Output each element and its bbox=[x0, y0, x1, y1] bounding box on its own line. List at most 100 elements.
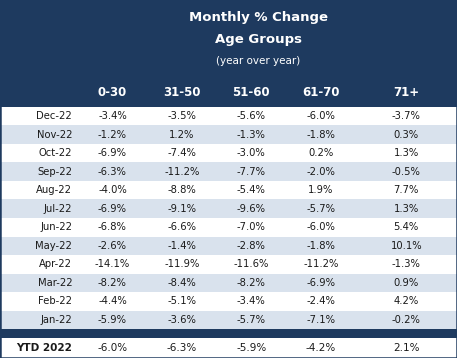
Bar bbox=[0, 162, 457, 181]
Text: -11.9%: -11.9% bbox=[164, 259, 200, 269]
Text: -5.9%: -5.9% bbox=[98, 315, 127, 325]
Text: -6.8%: -6.8% bbox=[98, 222, 127, 232]
Text: -1.2%: -1.2% bbox=[98, 130, 127, 140]
Text: -6.0%: -6.0% bbox=[97, 343, 128, 353]
Text: -4.0%: -4.0% bbox=[98, 185, 127, 195]
Text: -6.3%: -6.3% bbox=[167, 343, 197, 353]
Text: Apr-22: Apr-22 bbox=[39, 259, 72, 269]
Text: -5.6%: -5.6% bbox=[237, 111, 266, 121]
Text: -0.2%: -0.2% bbox=[392, 315, 421, 325]
Text: -7.1%: -7.1% bbox=[306, 315, 335, 325]
Text: Jun-22: Jun-22 bbox=[40, 222, 72, 232]
Text: Aug-22: Aug-22 bbox=[36, 185, 72, 195]
Text: 0.3%: 0.3% bbox=[394, 130, 419, 140]
Text: -3.4%: -3.4% bbox=[237, 296, 266, 306]
Text: -6.9%: -6.9% bbox=[98, 148, 127, 158]
Text: Nov-22: Nov-22 bbox=[37, 130, 72, 140]
Text: Feb-22: Feb-22 bbox=[38, 296, 72, 306]
Text: -3.5%: -3.5% bbox=[167, 111, 197, 121]
Text: 7.7%: 7.7% bbox=[393, 185, 419, 195]
Bar bbox=[0, 255, 457, 274]
Text: -8.4%: -8.4% bbox=[168, 278, 196, 288]
Text: -6.9%: -6.9% bbox=[98, 204, 127, 214]
Text: 1.2%: 1.2% bbox=[169, 130, 195, 140]
Text: -9.6%: -9.6% bbox=[237, 204, 266, 214]
Text: -7.0%: -7.0% bbox=[237, 222, 266, 232]
Text: -5.7%: -5.7% bbox=[237, 315, 266, 325]
Text: -3.6%: -3.6% bbox=[167, 315, 197, 325]
Text: Age Groups: Age Groups bbox=[215, 33, 302, 46]
Text: -2.8%: -2.8% bbox=[237, 241, 266, 251]
Text: 71+: 71+ bbox=[393, 86, 420, 99]
Bar bbox=[0, 274, 457, 292]
Bar bbox=[0, 237, 457, 255]
Text: -8.8%: -8.8% bbox=[168, 185, 196, 195]
Bar bbox=[0, 338, 457, 358]
Text: -3.4%: -3.4% bbox=[98, 111, 127, 121]
Text: -6.0%: -6.0% bbox=[306, 222, 335, 232]
Text: -6.0%: -6.0% bbox=[306, 111, 335, 121]
Text: -7.4%: -7.4% bbox=[167, 148, 197, 158]
Text: -1.8%: -1.8% bbox=[306, 241, 335, 251]
Text: 1.9%: 1.9% bbox=[308, 185, 334, 195]
Text: -6.6%: -6.6% bbox=[167, 222, 197, 232]
Text: -5.7%: -5.7% bbox=[306, 204, 335, 214]
Text: 31-50: 31-50 bbox=[163, 86, 201, 99]
Text: 10.1%: 10.1% bbox=[390, 241, 422, 251]
Text: -1.3%: -1.3% bbox=[392, 259, 421, 269]
Text: -2.4%: -2.4% bbox=[306, 296, 335, 306]
Text: 4.2%: 4.2% bbox=[393, 296, 419, 306]
Text: -14.1%: -14.1% bbox=[95, 259, 130, 269]
Text: 0.2%: 0.2% bbox=[308, 148, 334, 158]
Bar bbox=[0, 0, 457, 79]
Bar bbox=[0, 218, 457, 237]
Text: -5.1%: -5.1% bbox=[167, 296, 197, 306]
Bar bbox=[0, 199, 457, 218]
Text: Monthly % Change: Monthly % Change bbox=[189, 11, 328, 24]
Text: -1.3%: -1.3% bbox=[237, 130, 266, 140]
Text: -8.2%: -8.2% bbox=[98, 278, 127, 288]
Bar bbox=[0, 107, 457, 125]
Text: Sep-22: Sep-22 bbox=[37, 166, 72, 176]
Text: -2.0%: -2.0% bbox=[306, 166, 335, 176]
Text: -11.2%: -11.2% bbox=[164, 166, 200, 176]
Text: Jan-22: Jan-22 bbox=[41, 315, 72, 325]
Text: Jul-22: Jul-22 bbox=[44, 204, 72, 214]
Bar bbox=[0, 79, 457, 107]
Text: -4.4%: -4.4% bbox=[98, 296, 127, 306]
Text: -11.6%: -11.6% bbox=[234, 259, 269, 269]
Text: 61-70: 61-70 bbox=[302, 86, 340, 99]
Text: -11.2%: -11.2% bbox=[303, 259, 339, 269]
Text: May-22: May-22 bbox=[35, 241, 72, 251]
Text: -5.9%: -5.9% bbox=[236, 343, 266, 353]
Text: 0.9%: 0.9% bbox=[393, 278, 419, 288]
Text: -1.8%: -1.8% bbox=[306, 130, 335, 140]
Text: YTD 2022: YTD 2022 bbox=[16, 343, 72, 353]
Bar bbox=[0, 292, 457, 311]
Text: 5.4%: 5.4% bbox=[393, 222, 419, 232]
Text: Oct-22: Oct-22 bbox=[39, 148, 72, 158]
Text: Mar-22: Mar-22 bbox=[37, 278, 72, 288]
Text: -8.2%: -8.2% bbox=[237, 278, 266, 288]
Bar bbox=[0, 329, 457, 338]
Text: 1.3%: 1.3% bbox=[393, 204, 419, 214]
Text: (year over year): (year over year) bbox=[216, 57, 300, 67]
Text: -3.7%: -3.7% bbox=[392, 111, 421, 121]
Text: -1.4%: -1.4% bbox=[167, 241, 197, 251]
Text: -6.9%: -6.9% bbox=[306, 278, 335, 288]
Text: 51-60: 51-60 bbox=[233, 86, 270, 99]
Bar bbox=[0, 311, 457, 329]
Text: -9.1%: -9.1% bbox=[167, 204, 197, 214]
Text: -5.4%: -5.4% bbox=[237, 185, 266, 195]
Bar bbox=[0, 125, 457, 144]
Text: -2.6%: -2.6% bbox=[98, 241, 127, 251]
Text: 0-30: 0-30 bbox=[98, 86, 127, 99]
Bar bbox=[0, 181, 457, 199]
Text: -0.5%: -0.5% bbox=[392, 166, 421, 176]
Text: Dec-22: Dec-22 bbox=[37, 111, 72, 121]
Bar bbox=[0, 144, 457, 162]
Text: -3.0%: -3.0% bbox=[237, 148, 266, 158]
Text: 2.1%: 2.1% bbox=[393, 343, 420, 353]
Text: -6.3%: -6.3% bbox=[98, 166, 127, 176]
Text: -7.7%: -7.7% bbox=[237, 166, 266, 176]
